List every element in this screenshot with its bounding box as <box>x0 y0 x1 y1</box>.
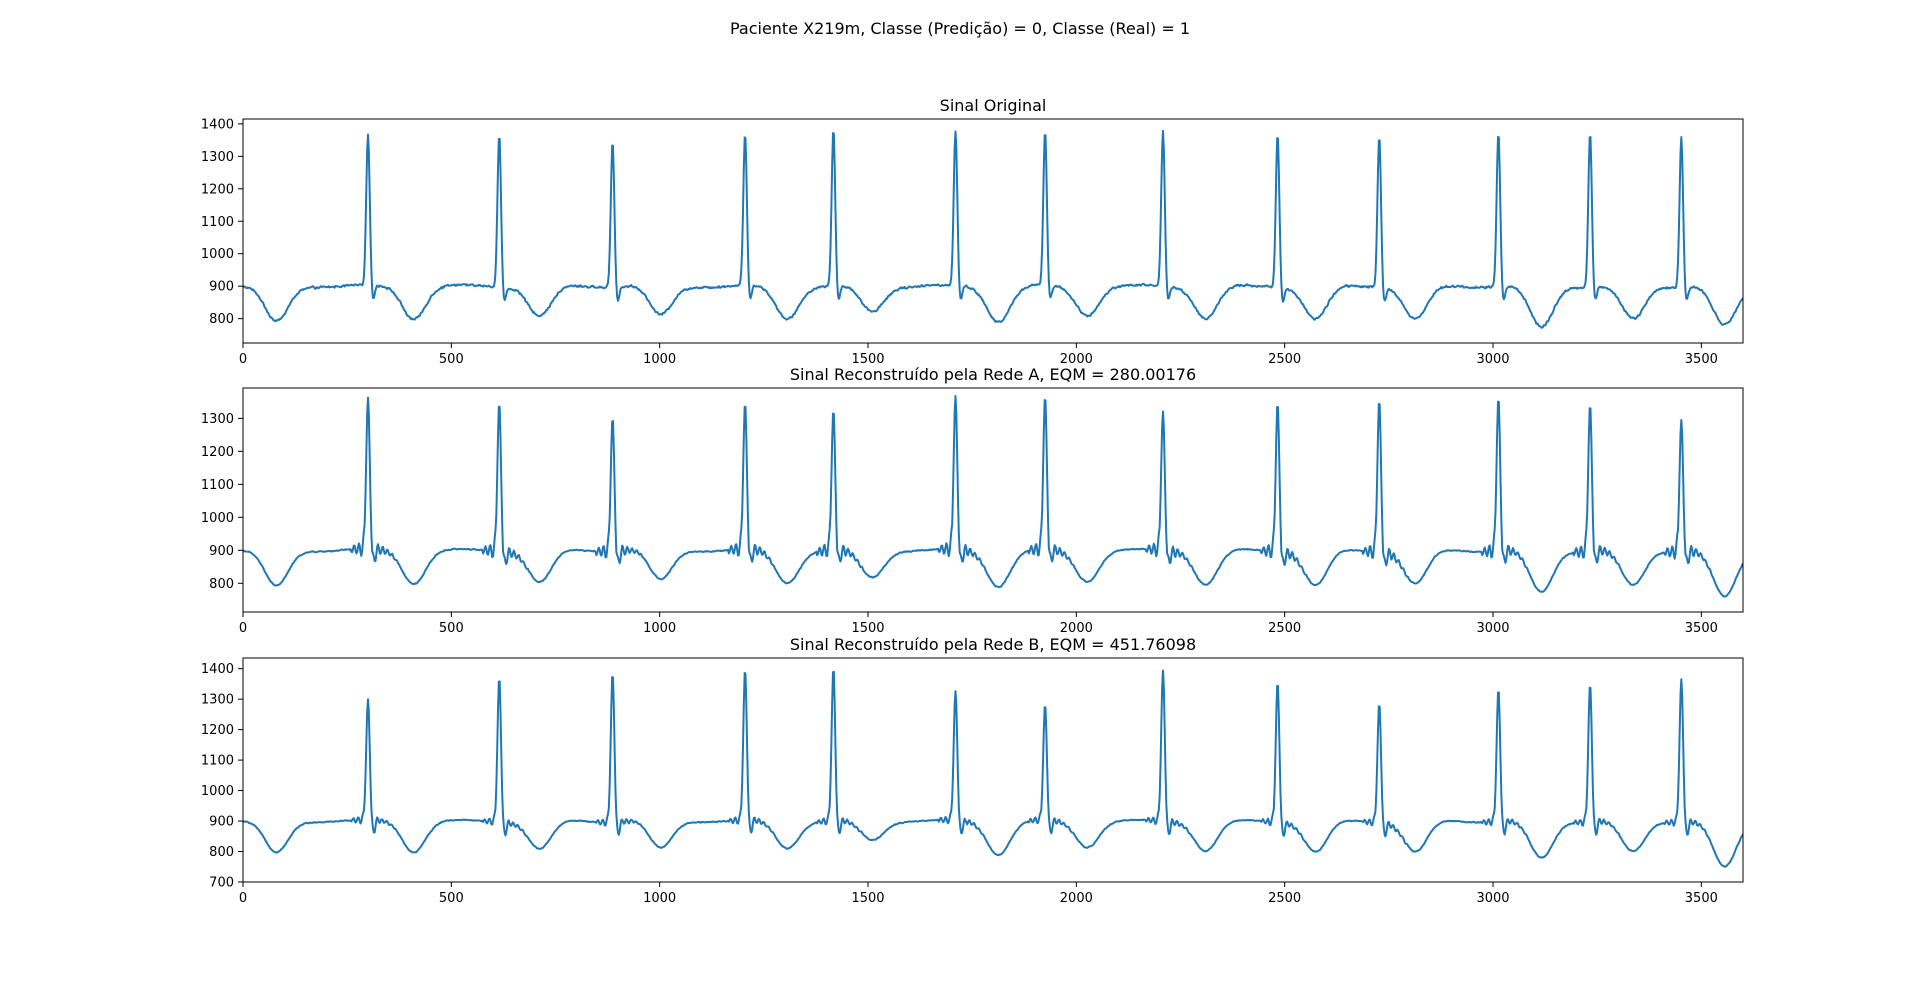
x-tick-label: 3500 <box>1685 891 1718 906</box>
x-tick-label: 2500 <box>1268 621 1301 636</box>
y-tick-label: 1200 <box>201 445 234 460</box>
x-tick-label: 1500 <box>851 352 884 367</box>
axes-frame <box>242 657 1744 883</box>
subplot-rede-a: Sinal Reconstruído pela Rede A, EQM = 28… <box>201 365 1744 636</box>
x-tick-label: 2000 <box>1060 891 1093 906</box>
y-tick-label: 1100 <box>201 215 234 230</box>
x-tick-label: 2000 <box>1060 352 1093 367</box>
y-tick-label: 1100 <box>201 754 234 769</box>
x-tick-label: 2500 <box>1268 352 1301 367</box>
y-tick-label: 1300 <box>201 150 234 165</box>
x-tick-label: 2500 <box>1268 891 1301 906</box>
signal-line <box>243 129 1743 329</box>
y-tick-label: 900 <box>209 544 234 559</box>
y-tick-label: 1100 <box>201 478 234 493</box>
x-tick-label: 3500 <box>1685 621 1718 636</box>
y-tick-label: 1000 <box>201 247 234 262</box>
y-tick-label: 1300 <box>201 412 234 427</box>
x-tick-label: 3000 <box>1476 621 1509 636</box>
x-tick-label: 1000 <box>643 621 676 636</box>
subplot-original: Sinal Original 0 500 1000 1500 2000 2500 3000 3… <box>201 96 1744 367</box>
x-tick-label: 1000 <box>643 352 676 367</box>
x-tick-label: 3000 <box>1476 891 1509 906</box>
x-tick-label: 3500 <box>1685 352 1718 367</box>
y-tick-label: 1000 <box>201 784 234 799</box>
figure-suptitle: Paciente X219m, Classe (Predição) = 0, C… <box>730 19 1190 38</box>
y-tick-label: 1400 <box>201 662 234 677</box>
x-tick-label: 0 <box>239 621 247 636</box>
x-tick-label: 0 <box>239 891 247 906</box>
y-tick-label: 800 <box>209 577 234 592</box>
subplot-title: Sinal Reconstruído pela Rede B, EQM = 45… <box>790 635 1196 654</box>
y-tick-label: 1000 <box>201 511 234 526</box>
axes-frame <box>242 387 1744 613</box>
y-tick-label: 1400 <box>201 117 234 132</box>
y-tick-label: 1300 <box>201 693 234 708</box>
signal-line <box>243 669 1743 868</box>
signal-line <box>243 395 1743 598</box>
x-tick-label: 500 <box>439 621 464 636</box>
y-tick-label: 700 <box>209 876 234 891</box>
x-tick-label: 1000 <box>643 891 676 906</box>
x-tick-label: 500 <box>439 352 464 367</box>
x-tick-label: 3000 <box>1476 352 1509 367</box>
y-tick-label: 900 <box>209 280 234 295</box>
y-tick-label: 900 <box>209 815 234 830</box>
y-tick-label: 1200 <box>201 723 234 738</box>
y-tick-label: 800 <box>209 845 234 860</box>
x-tick-label: 1500 <box>851 621 884 636</box>
x-tick-label: 0 <box>239 352 247 367</box>
subplot-rede-b: Sinal Reconstruído pela Rede B, EQM = 45… <box>201 635 1744 906</box>
x-tick-label: 1500 <box>851 891 884 906</box>
y-tick-label: 800 <box>209 312 234 327</box>
axes-frame <box>242 118 1744 344</box>
subplot-title: Sinal Original <box>940 96 1047 115</box>
subplot-title: Sinal Reconstruído pela Rede A, EQM = 28… <box>790 365 1196 384</box>
x-tick-label: 500 <box>439 891 464 906</box>
y-tick-label: 1200 <box>201 182 234 197</box>
x-tick-label: 2000 <box>1060 621 1093 636</box>
